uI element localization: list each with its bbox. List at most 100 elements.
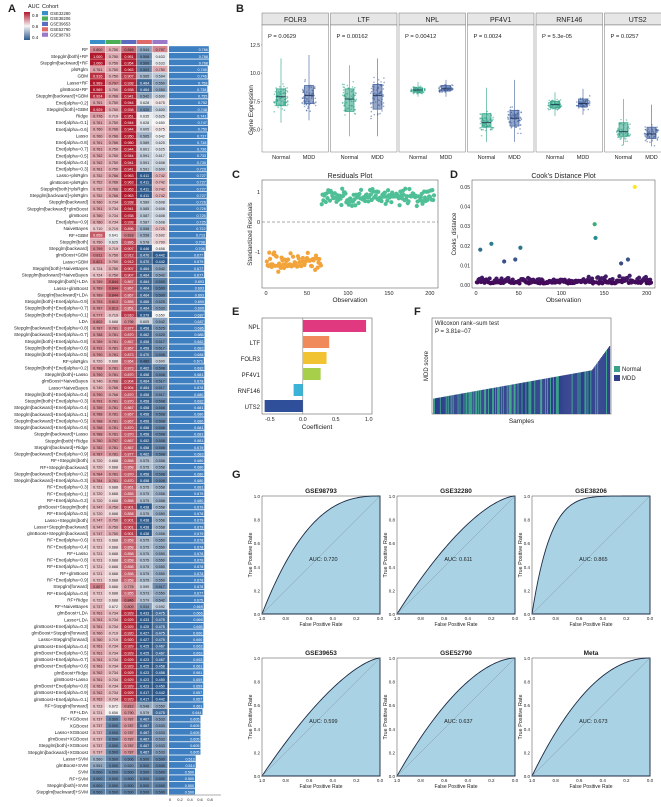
heatmap-cell — [105, 158, 121, 165]
expression-point — [517, 132, 519, 135]
heatmap-cell — [90, 277, 106, 285]
roc-diagonal — [396, 657, 516, 777]
heatmap-value: 0.425 — [140, 645, 149, 649]
roc-xlabel: False Positive Rate — [569, 784, 612, 790]
expression-point — [645, 138, 648, 141]
heatmap-value: 0.938 — [124, 201, 133, 205]
expression-point — [287, 100, 289, 103]
heatmap-value: 0.427 — [140, 631, 149, 635]
heatmap-cell — [90, 569, 106, 576]
gene-panel — [330, 24, 398, 153]
heatmap-value: 0.517 — [156, 585, 165, 589]
heatmap-cell — [90, 775, 106, 782]
heatmap-cell — [136, 165, 152, 172]
heatmap-value: 0.411 — [140, 181, 149, 185]
score-bar — [568, 374, 570, 414]
heatmap-cell — [105, 496, 121, 503]
heatmap-cell — [105, 682, 121, 689]
box-body — [304, 85, 314, 104]
expression-point — [410, 88, 413, 90]
heatmap-value: 0.533 — [156, 731, 165, 735]
residual-point — [288, 251, 293, 256]
model-name: Stepglm[both]+Ridge — [45, 438, 88, 443]
heatmap-value: 0.579 — [140, 598, 149, 602]
roc-xtick: 1.0 — [529, 616, 536, 621]
heatmap-value: 0.467 — [140, 737, 149, 741]
heatmap-value: 0.742 — [156, 181, 165, 185]
score-bar — [588, 370, 590, 414]
heatmap-cell — [152, 304, 168, 311]
heatmap-value: 0.500 — [140, 757, 149, 761]
mean-auc-bar — [169, 695, 204, 702]
expression-point — [479, 122, 482, 125]
d-ytick: 0.02 — [460, 244, 470, 250]
score-bar — [571, 373, 573, 414]
heatmap-cell — [90, 761, 106, 769]
box-body — [344, 88, 355, 112]
mean-auc-value: 0.605 — [190, 744, 199, 748]
heatmap-value: 0.929 — [124, 698, 133, 702]
heatmap-value: 0.442 — [156, 698, 165, 702]
heatmap-cell — [105, 218, 121, 225]
heatmap-value: 0.781 — [109, 340, 118, 344]
mean-auc-value: 0.500 — [185, 784, 194, 788]
heatmap-cell — [90, 171, 106, 179]
d-ytick: 0.03 — [460, 224, 470, 230]
score-bar — [585, 371, 587, 414]
heatmap-cell — [90, 46, 106, 53]
mean-auc-bar — [169, 748, 201, 755]
residual-point — [358, 187, 364, 192]
heatmap-cell — [152, 132, 168, 139]
heatmap-cell — [90, 490, 106, 497]
score-bar — [522, 382, 524, 414]
heatmap-value: 0.790 — [93, 373, 102, 377]
heatmap-value: 0.575 — [140, 512, 149, 516]
model-name: Stepglm[forward] — [53, 584, 88, 589]
mean-auc-value: 0.657 — [193, 698, 202, 702]
heatmap-cell — [105, 503, 121, 510]
heatmap-value: 0.500 — [93, 784, 102, 788]
heatmap-value: 0.628 — [140, 121, 149, 125]
heatmap-value: 0.750 — [109, 532, 118, 536]
mean-auc-bar — [169, 457, 205, 463]
heatmap-cell — [105, 476, 121, 484]
heatmap-value: 0.750 — [109, 68, 118, 72]
f-ylabel: MDD score — [424, 350, 430, 381]
heatmap-cell — [152, 496, 168, 503]
mean-auc-bar — [169, 311, 205, 318]
heatmap-value: 0.761 — [93, 684, 102, 688]
heatmap-value: 0.760 — [93, 220, 102, 224]
heatmap-value: 0.450 — [156, 678, 165, 682]
heatmap-cell — [121, 635, 137, 643]
heatmap-cell — [105, 450, 121, 457]
mean-auc-bar — [169, 510, 205, 517]
heatmap-value: 0.750 — [109, 519, 118, 523]
model-name: Enet[alpha=0.2] — [56, 100, 88, 105]
cooks-point — [617, 274, 622, 279]
model-name: Lasso+LDA — [64, 617, 89, 622]
heatmap-value: 0.467 — [156, 658, 165, 662]
heatmap-cell — [152, 642, 168, 649]
heatmap-value: 0.710 — [93, 227, 102, 231]
heatmap-cell — [152, 85, 168, 92]
box-body — [481, 113, 492, 128]
roc-xtick: 0.2 — [353, 778, 360, 783]
heatmap-value: 0.762 — [93, 161, 102, 165]
expression-point — [480, 128, 483, 131]
heatmap-cell — [90, 503, 106, 510]
heatmap-value: 0.781 — [109, 366, 118, 370]
heatmap-cell — [152, 138, 168, 146]
heatmap-cell — [136, 99, 152, 106]
heatmap-cell — [90, 138, 106, 146]
expression-point — [370, 87, 373, 90]
heatmap-value: 0.787 — [124, 744, 133, 748]
heatmap-cell — [152, 669, 168, 676]
heatmap-cell — [152, 311, 168, 318]
heatmap-value: 0.458 — [140, 327, 149, 331]
model-name: glmBoost+Enet[alpha=0.8] — [34, 684, 88, 689]
mean-auc-bar — [169, 66, 208, 72]
score-bar — [450, 395, 452, 414]
mean-auc-value: 0.733 — [197, 154, 206, 158]
mean-auc-value: 0.605 — [190, 731, 199, 735]
